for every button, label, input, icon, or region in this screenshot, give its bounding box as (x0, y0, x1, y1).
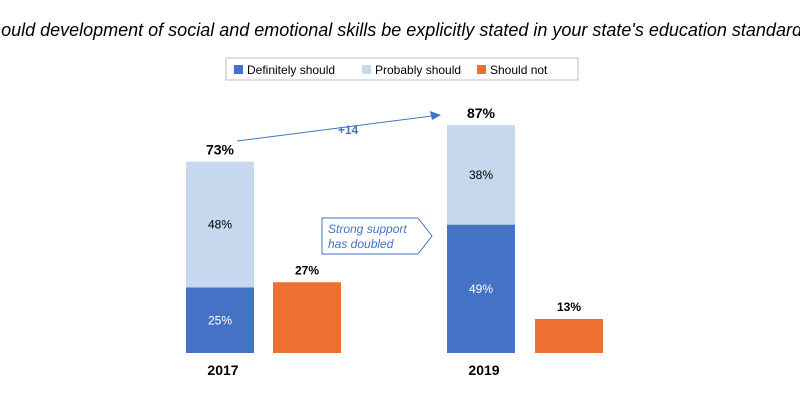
chart-title: Should development of social and emotion… (0, 20, 800, 40)
bar-should-not-2019 (535, 318, 603, 353)
legend-swatch-definitely-should (234, 65, 243, 74)
label-should-not-2019: 13% (557, 300, 581, 314)
bar-probably-should-2019 (447, 125, 515, 225)
callout-shape (321, 217, 433, 255)
legend-swatch-probably-should (362, 65, 371, 74)
legend-label-probably-should: Probably should (375, 63, 461, 77)
category-label-2017: 2017 (207, 362, 238, 378)
increase-arrow: +14 (236, 111, 441, 142)
label-definitely-should-2019: 49% (469, 282, 493, 296)
callout-line-2: has doubled (328, 237, 394, 251)
legend-label-definitely-should: Definitely should (247, 63, 335, 77)
increase-arrow-line (236, 115, 433, 142)
label-should-not-2017: 27% (295, 263, 319, 277)
category-label-2019: 2019 (468, 362, 499, 378)
total-label-2019: 87% (467, 105, 496, 121)
label-definitely-should-2017: 25% (208, 313, 232, 327)
bar-should-not-2017 (273, 282, 341, 353)
legend-swatch-should-not (477, 65, 486, 74)
legend-label-should-not: Should not (490, 63, 548, 77)
legend-box (225, 57, 579, 81)
label-probably-should-2017: 48% (208, 218, 232, 232)
legend: Definitely should Probably should Should… (225, 57, 579, 81)
callout: Strong support has doubled (321, 217, 433, 255)
bar-probably-should-2017 (186, 161, 254, 288)
bars: 25% 48% 73% 27% 2017 49% 38% 87% 13% 2019 (186, 105, 603, 378)
total-label-2017: 73% (206, 142, 235, 158)
bar-definitely-should-2019 (447, 224, 515, 353)
label-probably-should-2019: 38% (469, 168, 493, 182)
increase-arrow-label: +14 (338, 123, 359, 137)
bar-definitely-should-2017 (186, 287, 254, 353)
callout-line-1: Strong support (328, 222, 407, 236)
increase-arrow-head (430, 111, 441, 120)
